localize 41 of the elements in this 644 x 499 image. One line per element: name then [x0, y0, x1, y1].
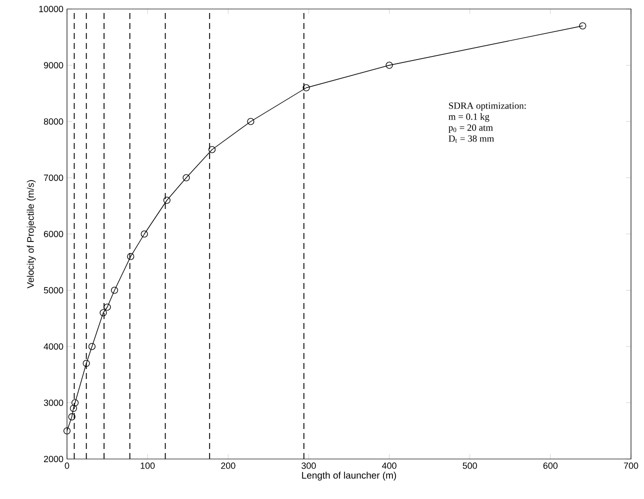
x-tick-label: 500 [462, 462, 477, 469]
annotation: p$_{0}$ = 20 atm [448, 124, 493, 133]
y-tick-label: 3000 [44, 400, 64, 406]
y-tick-label: 5000 [44, 287, 64, 294]
y-tick-label: 6000 [44, 230, 64, 238]
point [110, 286, 118, 294]
point [100, 309, 107, 316]
y-tick-label: 7000 [44, 174, 64, 181]
point [579, 22, 586, 30]
point [88, 342, 96, 350]
annotation: SDRA optimization: [449, 102, 526, 111]
point [70, 404, 77, 412]
point [104, 304, 111, 311]
y-tick-label: 10000 [39, 6, 64, 12]
y-tick-label: 8000 [44, 118, 64, 125]
y-axis-title: Velocity of Projectile (m/s) [26, 180, 36, 288]
x-tick-label: 0 [64, 462, 70, 469]
x-tick-label: 400 [382, 462, 396, 469]
x-axis-title: Length of launcher (m) [302, 472, 396, 481]
x-tick-label: 600 [543, 462, 558, 469]
point [208, 146, 216, 154]
point [63, 427, 71, 434]
y-tick-label: 4000 [44, 343, 64, 350]
point [386, 62, 393, 69]
annotation: m = 0.1 kg [448, 113, 490, 122]
x-tick-label: 700 [624, 462, 638, 469]
x-tick-label: 100 [140, 462, 155, 469]
point [68, 413, 76, 420]
point [140, 230, 148, 238]
point [302, 84, 310, 92]
x-tick-label: 200 [221, 462, 236, 469]
annotation: D$_{t}$ = 38 mm [448, 135, 494, 143]
point [72, 399, 79, 406]
point [127, 252, 134, 260]
x-tick-label: 300 [302, 462, 316, 469]
y-tick-label: 2000 [44, 456, 64, 462]
point [82, 360, 90, 367]
point [182, 174, 190, 182]
point [247, 118, 254, 126]
y-tick-label: 9000 [44, 62, 64, 68]
point [163, 196, 170, 204]
